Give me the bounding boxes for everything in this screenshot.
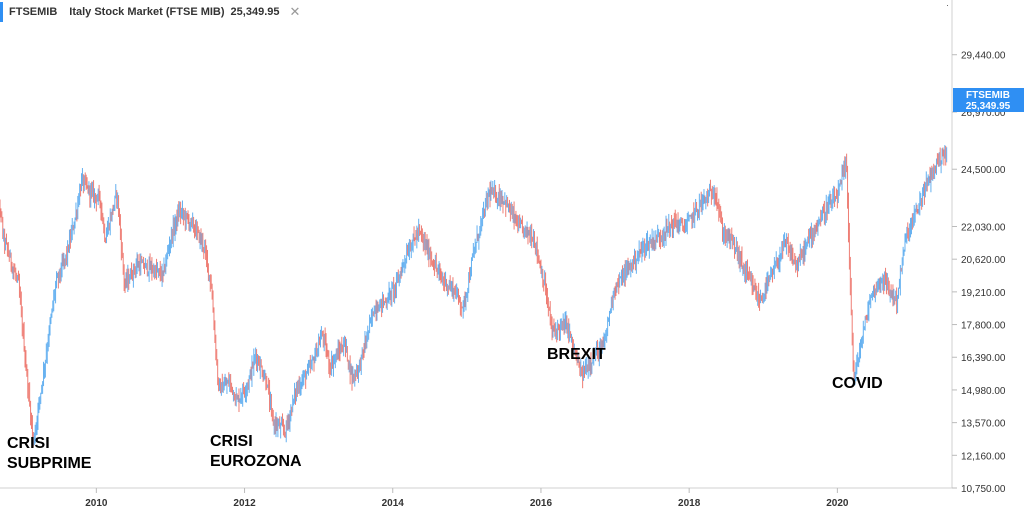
y-tick-label: 16,390.00 bbox=[961, 353, 1006, 364]
x-tick-label: 2014 bbox=[382, 498, 405, 509]
annotation-eurozona-line1: CRISI bbox=[210, 433, 253, 450]
annotation-subprime-line2: SUBPRIME bbox=[7, 455, 92, 472]
legend[interactable]: FTSEMIB Italy Stock Market (FTSE MIB) 25… bbox=[0, 2, 300, 22]
x-axis-ticks: 2010 2012 2014 2016 2018 2020 bbox=[85, 488, 849, 509]
x-tick-label: 2020 bbox=[826, 498, 849, 509]
y-tick-label: 29,440.00 bbox=[961, 51, 1006, 62]
legend-name: Italy Stock Market (FTSE MIB) bbox=[69, 6, 225, 18]
y-tick-label: 26,970.00 bbox=[961, 108, 1006, 119]
legend-color-bar bbox=[0, 2, 3, 22]
y-tick-label: 19,210.00 bbox=[961, 288, 1006, 299]
y-tick-label: 20,620.00 bbox=[961, 255, 1006, 266]
annotation-eurozona-line2: EUROZONA bbox=[210, 453, 302, 470]
badge-value: 25,349.95 bbox=[966, 101, 1011, 112]
y-tick-label: 22,030.00 bbox=[961, 222, 1006, 233]
candles-layer bbox=[0, 145, 948, 447]
last-price-badge-bg bbox=[953, 88, 1024, 112]
y-tick-label: 13,570.00 bbox=[961, 419, 1006, 430]
x-tick-label: 2010 bbox=[85, 498, 108, 509]
close-icon[interactable]: ✕ bbox=[289, 4, 301, 19]
chart-menu-icon: · bbox=[946, 0, 949, 10]
y-tick-label: 24,500.00 bbox=[961, 165, 1006, 176]
annotation-covid: COVID bbox=[832, 375, 883, 392]
annotation-brexit: BREXIT bbox=[547, 346, 606, 363]
y-tick-label: 12,160.00 bbox=[961, 451, 1006, 462]
y-tick-label: 10,750.00 bbox=[961, 484, 1006, 495]
x-tick-label: 2018 bbox=[678, 498, 701, 509]
annotation-eurozona: CRISI EUROZONA bbox=[210, 432, 302, 472]
y-tick-label: 17,800.00 bbox=[961, 321, 1006, 332]
legend-value: 25,349.95 bbox=[230, 6, 280, 18]
x-tick-label: 2016 bbox=[530, 498, 553, 509]
legend-symbol: FTSEMIB bbox=[9, 6, 58, 18]
badge-symbol: FTSEMIB bbox=[966, 90, 1010, 101]
last-price-badge: FTSEMIB 25,349.95 bbox=[953, 88, 1024, 112]
annotation-subprime-line1: CRISI bbox=[7, 435, 50, 452]
annotation-subprime: CRISI SUBPRIME bbox=[7, 434, 91, 474]
y-axis-ticks: 29,440.00 26,970.00 24,500.00 22,030.00 20,6… bbox=[952, 51, 1006, 495]
y-tick-label: 14,980.00 bbox=[961, 386, 1006, 397]
x-tick-label: 2012 bbox=[233, 498, 256, 509]
